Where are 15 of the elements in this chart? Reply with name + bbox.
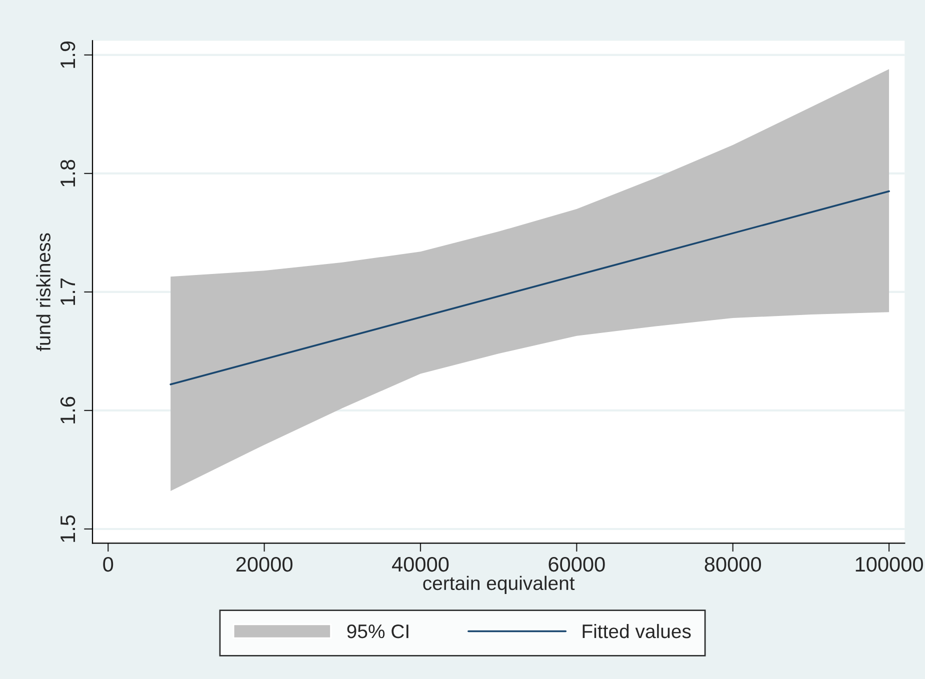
x-tick-label: 60000 [548,556,605,572]
y-tick-label: 1.5 [60,515,76,542]
x-tick-label: 80000 [704,556,762,572]
y-tick-label: 1.8 [60,160,76,186]
legend-label: 95% CI [347,624,408,638]
x-tick-label: 20000 [236,556,292,572]
x-tick-label: 0 [103,556,114,572]
y-tick-label: 1.9 [60,41,76,68]
y-tick-label: 1.7 [60,278,75,305]
legend-label: Fitted values [582,624,691,638]
y-axis-title: fund riskiness [36,233,50,352]
x-tick-label: 40000 [392,556,449,572]
x-axis-title: certain equivalent [423,576,575,594]
y-tick-label: 1.6 [60,396,76,424]
x-tick-label: 100000 [856,556,923,572]
